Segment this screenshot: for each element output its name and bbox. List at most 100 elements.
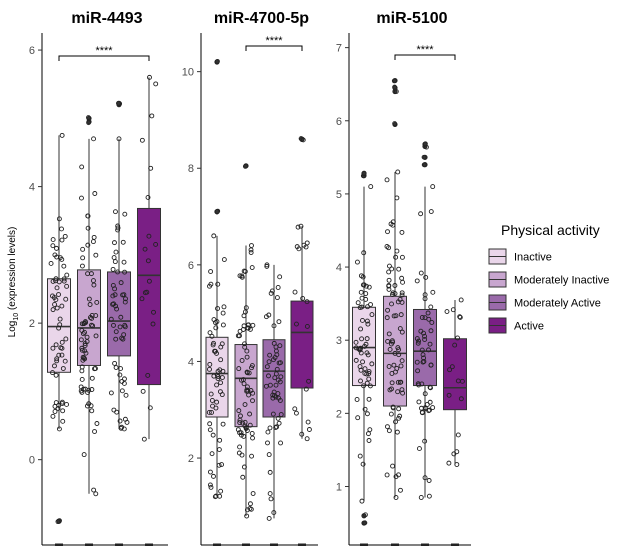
data-point	[80, 246, 86, 252]
panel-2: miR-4700-5p 2 4 6 8 10 ****	[182, 10, 318, 546]
data-point	[389, 371, 395, 376]
data-point	[85, 225, 91, 231]
data-point	[81, 452, 87, 458]
data-point	[63, 296, 69, 302]
data-point	[54, 356, 60, 362]
data-point	[393, 254, 399, 260]
data-point	[422, 438, 428, 444]
data-point	[113, 365, 119, 370]
y-tick-label: 6	[29, 45, 35, 57]
data-point	[118, 425, 124, 431]
data-point	[430, 184, 436, 190]
data-point	[118, 366, 123, 372]
data-point	[50, 370, 55, 376]
data-point	[366, 438, 372, 443]
data-point	[63, 336, 69, 342]
data-point	[398, 379, 404, 385]
data-point	[429, 320, 435, 325]
data-point	[384, 424, 390, 430]
data-point	[242, 344, 248, 350]
data-point	[241, 268, 247, 274]
axis-clipped-points	[421, 543, 429, 546]
data-point	[79, 368, 85, 374]
data-point	[59, 237, 65, 243]
data-point	[418, 270, 424, 276]
data-point	[79, 364, 85, 370]
data-point	[266, 515, 272, 521]
data-point	[422, 333, 427, 339]
axis-clipped-points	[145, 543, 153, 546]
data-point	[236, 450, 242, 456]
data-point	[237, 430, 243, 436]
data-point	[209, 410, 214, 415]
legend-item-2: Moderately Inactive	[488, 271, 609, 288]
data-point	[53, 372, 59, 378]
data-point	[239, 358, 245, 363]
data-point	[457, 314, 463, 320]
data-point	[220, 310, 226, 316]
data-point	[447, 367, 453, 373]
data-point	[388, 221, 394, 227]
data-point	[269, 288, 275, 294]
data-point	[364, 411, 370, 417]
data-point	[240, 474, 246, 480]
axis-clipped-points	[115, 543, 123, 546]
box-iqr	[107, 271, 131, 357]
data-point	[422, 475, 428, 481]
data-point	[92, 191, 98, 196]
data-point	[386, 245, 392, 251]
data-point	[244, 354, 250, 360]
data-point	[86, 401, 92, 407]
data-point	[93, 491, 99, 497]
data-point	[272, 375, 278, 381]
data-point	[400, 390, 406, 396]
data-point	[64, 401, 70, 407]
outlier-point	[55, 519, 61, 525]
data-point	[247, 501, 253, 507]
data-point	[276, 420, 282, 426]
data-point	[295, 224, 301, 230]
data-point	[91, 487, 97, 493]
data-point	[213, 325, 219, 331]
data-point	[89, 375, 95, 381]
data-point	[415, 368, 421, 374]
data-point	[122, 211, 128, 217]
data-point	[209, 451, 215, 457]
data-point	[53, 297, 59, 303]
data-point	[115, 225, 121, 231]
data-point	[430, 405, 436, 411]
data-point	[117, 372, 123, 378]
data-point	[391, 362, 397, 368]
data-point	[219, 462, 225, 468]
data-point	[82, 386, 88, 392]
data-point	[360, 317, 365, 323]
data-point	[94, 299, 100, 305]
data-point	[50, 237, 56, 243]
data-point	[121, 259, 127, 265]
data-point	[367, 383, 373, 389]
y-tick-label: 4	[188, 356, 194, 368]
data-point	[58, 345, 64, 351]
data-point	[218, 488, 224, 494]
data-point	[422, 405, 428, 411]
box-iqr	[77, 269, 101, 366]
data-point	[53, 276, 59, 282]
data-point	[94, 421, 100, 426]
data-point	[416, 338, 422, 344]
data-point	[208, 281, 214, 287]
data-point	[110, 266, 116, 272]
data-point	[145, 258, 151, 264]
data-point	[273, 371, 279, 377]
data-point	[60, 418, 66, 424]
data-point	[82, 343, 88, 348]
outlier-point	[423, 141, 428, 147]
data-point	[360, 359, 366, 365]
data-point	[59, 401, 65, 406]
data-point	[250, 491, 256, 496]
legend-items: Inactive Moderately Inactive Moderately Ac…	[488, 248, 609, 334]
data-point	[93, 313, 99, 318]
data-point	[418, 328, 424, 334]
data-point	[214, 350, 219, 356]
y-axis-label-subscript: 10	[13, 313, 20, 321]
data-point	[243, 305, 249, 311]
